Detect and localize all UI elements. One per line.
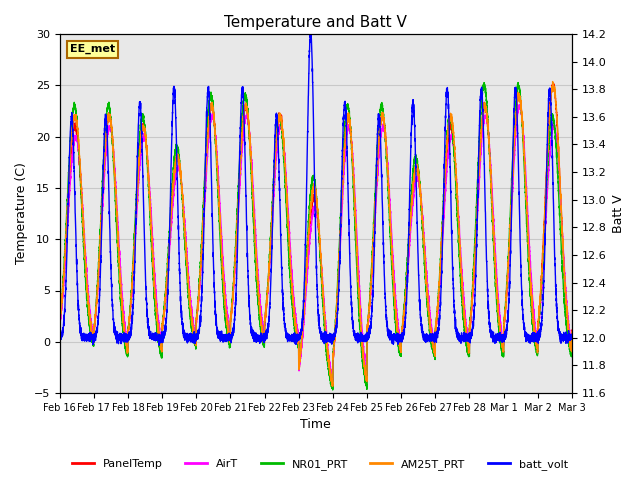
Legend: PanelTemp, AirT, NR01_PRT, AM25T_PRT, batt_volt: PanelTemp, AirT, NR01_PRT, AM25T_PRT, ba…: [68, 455, 572, 474]
Y-axis label: Batt V: Batt V: [612, 194, 625, 233]
Text: EE_met: EE_met: [70, 44, 115, 54]
Y-axis label: Temperature (C): Temperature (C): [15, 163, 28, 264]
Title: Temperature and Batt V: Temperature and Batt V: [224, 15, 407, 30]
X-axis label: Time: Time: [300, 419, 331, 432]
